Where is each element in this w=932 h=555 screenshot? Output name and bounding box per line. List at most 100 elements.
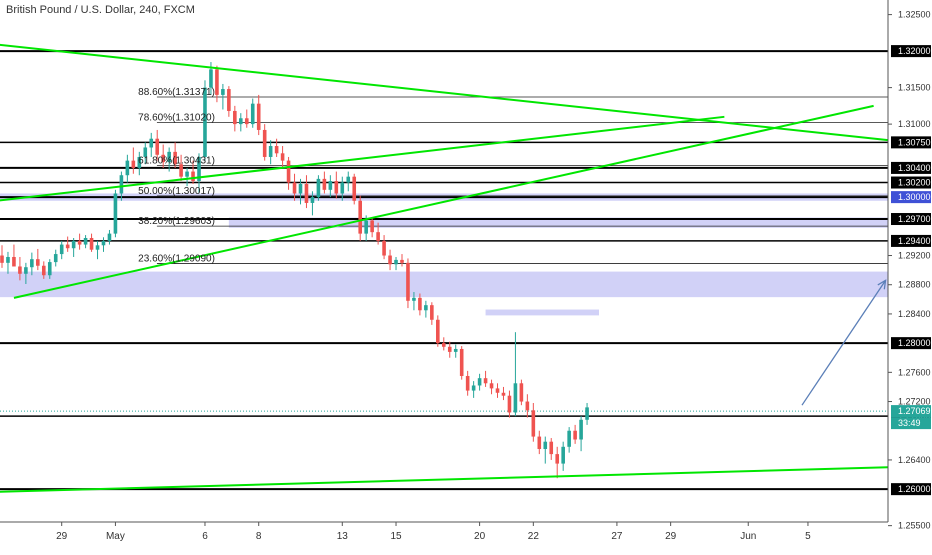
trendline xyxy=(0,466,889,493)
candle-body xyxy=(149,138,154,148)
x-tick-label: 5 xyxy=(805,531,811,542)
candle-body xyxy=(298,183,303,194)
fib-label: 50.00%(1.30017) xyxy=(138,186,215,197)
candle-body xyxy=(513,383,518,413)
candle-body xyxy=(0,255,4,263)
candle-body xyxy=(280,153,285,161)
candle-body xyxy=(197,156,201,182)
candle-body xyxy=(412,297,416,301)
candle-body xyxy=(376,232,380,241)
candle-body xyxy=(179,164,183,177)
candle-body xyxy=(83,238,88,245)
candle-body xyxy=(59,244,64,255)
candle-body xyxy=(430,305,434,320)
candle-body xyxy=(424,305,428,311)
candle-body xyxy=(262,129,267,157)
time-axis-bg xyxy=(0,522,888,550)
candle-body xyxy=(501,392,506,396)
trendline xyxy=(0,115,725,202)
candle-body xyxy=(483,378,488,384)
candle-body xyxy=(352,176,357,201)
y-tick-label: 1.28800 xyxy=(898,280,931,290)
level-label: 1.29700 xyxy=(898,214,931,224)
candle-body xyxy=(441,343,446,347)
level-label: 1.32000 xyxy=(898,46,931,56)
candles-layer xyxy=(0,62,589,479)
x-tick-label: 15 xyxy=(390,531,402,542)
level-label: 1.29400 xyxy=(898,236,931,246)
candle-body xyxy=(477,378,482,386)
x-tick-label: May xyxy=(106,531,125,542)
candle-body xyxy=(36,259,40,266)
candle-body xyxy=(465,375,470,391)
projection-arrow-head xyxy=(877,279,887,290)
candle-body xyxy=(561,446,565,464)
candle-body xyxy=(495,388,500,393)
x-tick-label: 13 xyxy=(337,531,349,542)
candle-body xyxy=(334,181,339,194)
candle-body xyxy=(53,254,58,263)
zone-rect xyxy=(228,217,889,228)
candle-body xyxy=(167,151,171,163)
candle-body xyxy=(161,154,165,163)
candle-body xyxy=(400,259,404,263)
candle-body xyxy=(340,182,345,194)
candle-body xyxy=(537,436,542,449)
candle-body xyxy=(507,395,512,413)
candle-body xyxy=(89,238,94,250)
x-tick-label: 8 xyxy=(256,531,262,542)
zone-rect xyxy=(485,309,599,316)
fib-labels-layer: 88.60%(1.31371) 78.60%(1.31020) 61.80%(1.3… xyxy=(138,87,215,265)
fib-label: 61.80%(1.30431) xyxy=(138,156,215,167)
x-tick-label: 22 xyxy=(528,531,540,542)
level-label-box xyxy=(891,191,931,204)
candle-body xyxy=(543,441,548,449)
candle-body xyxy=(471,385,476,391)
price-axis-bg xyxy=(888,0,932,550)
candle-body xyxy=(358,200,362,234)
candle-body xyxy=(143,147,148,157)
candle-body xyxy=(77,240,82,245)
candle-body xyxy=(71,240,76,249)
level-label: 1.26000 xyxy=(898,484,931,494)
candle-body xyxy=(346,176,351,183)
candle-body xyxy=(585,407,589,420)
projection-arrow xyxy=(801,279,887,406)
candle-body xyxy=(119,175,124,194)
candle-body xyxy=(328,181,333,190)
level-label: 1.28000 xyxy=(898,338,931,348)
candle-body xyxy=(370,220,374,233)
candle-body xyxy=(227,89,231,111)
x-tick-label: 27 xyxy=(611,531,623,542)
candle-body xyxy=(382,240,386,256)
candle-body xyxy=(30,259,34,268)
candle-body xyxy=(555,454,560,464)
level-label: 1.30200 xyxy=(898,178,931,188)
level-label: 1.30750 xyxy=(898,137,931,147)
y-tick-label: 1.27600 xyxy=(898,367,931,377)
candle-body xyxy=(489,383,494,389)
fib-label: 23.60%(1.29090) xyxy=(138,254,215,265)
y-tick-label: 1.29200 xyxy=(898,251,931,261)
countdown-label: 33:49 xyxy=(898,418,921,428)
candle-body xyxy=(322,178,327,190)
candle-body xyxy=(406,262,410,301)
candle-body xyxy=(268,146,273,157)
y-tick-label: 1.25500 xyxy=(898,521,931,531)
candle-body xyxy=(274,146,279,154)
y-tick-label: 1.28400 xyxy=(898,309,931,319)
candle-body xyxy=(107,233,112,241)
candle-body xyxy=(256,103,261,130)
level-label-box xyxy=(891,234,931,247)
x-tick-label: 29 xyxy=(665,531,677,542)
fib-label: 78.60%(1.31020) xyxy=(138,113,215,124)
trendline xyxy=(0,43,889,142)
candle-body xyxy=(316,178,321,198)
current-price-label: 1.27069 xyxy=(898,406,931,416)
level-label-box xyxy=(891,213,931,226)
candle-body xyxy=(95,245,100,250)
level-label-box xyxy=(891,45,931,58)
candle-body xyxy=(579,419,583,440)
candle-body xyxy=(203,87,207,157)
